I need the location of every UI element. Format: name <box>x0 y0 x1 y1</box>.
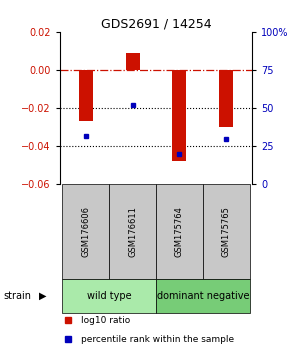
Text: GSM175765: GSM175765 <box>222 206 231 257</box>
Bar <box>62 184 109 279</box>
Text: strain: strain <box>3 291 31 301</box>
Bar <box>156 279 250 313</box>
Bar <box>62 279 156 313</box>
Bar <box>126 53 140 70</box>
Text: percentile rank within the sample: percentile rank within the sample <box>81 335 234 344</box>
Text: GSM176606: GSM176606 <box>81 206 90 257</box>
Bar <box>109 184 156 279</box>
Text: GSM176611: GSM176611 <box>128 206 137 257</box>
Bar <box>203 184 250 279</box>
Text: log10 ratio: log10 ratio <box>81 316 130 325</box>
Text: dominant negative: dominant negative <box>157 291 249 301</box>
Bar <box>219 70 233 127</box>
Bar <box>156 184 203 279</box>
Text: GSM175764: GSM175764 <box>175 206 184 257</box>
Text: wild type: wild type <box>87 291 131 301</box>
Bar <box>79 70 93 121</box>
Bar <box>172 70 186 161</box>
Title: GDS2691 / 14254: GDS2691 / 14254 <box>101 18 211 31</box>
Text: ▶: ▶ <box>39 291 46 301</box>
